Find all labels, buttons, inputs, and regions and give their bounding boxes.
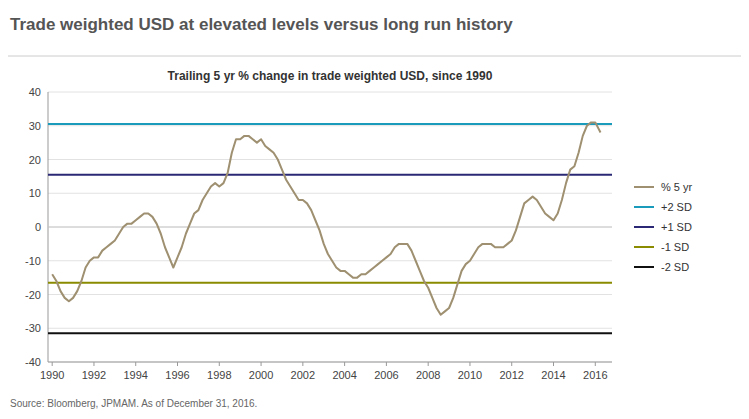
- x-tick-label: 1992: [82, 369, 106, 381]
- x-tick-label: 1994: [123, 369, 147, 381]
- background: [0, 0, 749, 419]
- grid-line: [48, 294, 612, 295]
- x-tick: [52, 362, 53, 366]
- y-ticks: -40 -30 -20 -10 0 10 20 30 40: [25, 86, 41, 368]
- legend-label: % 5 yr: [661, 181, 693, 193]
- series-line: [52, 122, 600, 314]
- legend-swatch: [634, 266, 654, 268]
- x-tick: [135, 362, 136, 366]
- x-tick-label: 1996: [165, 369, 189, 381]
- source: Source: Bloomberg, JPMAM. As of December…: [10, 398, 257, 409]
- y-tick-label: -30: [25, 322, 41, 334]
- x-tick-label: 2016: [583, 369, 607, 381]
- y-tick-label: -20: [25, 289, 41, 301]
- reference-line: [48, 123, 612, 125]
- plot-area: [48, 122, 612, 333]
- x-tick: [344, 362, 345, 366]
- grid-line: [48, 227, 612, 228]
- x-tick: [386, 362, 387, 366]
- legend-label: +2 SD: [661, 201, 692, 213]
- x-tick: [553, 362, 554, 366]
- x-tick-label: 2006: [374, 369, 398, 381]
- reference-line: [48, 174, 612, 176]
- x-tick: [219, 362, 220, 366]
- x-tick-label: 2002: [291, 369, 315, 381]
- reference-line: [48, 332, 612, 334]
- grid-line: [48, 159, 612, 160]
- legend-label: -2 SD: [661, 261, 689, 273]
- grid-line: [48, 260, 612, 261]
- chart: Trade weighted USD at elevated levels ve…: [0, 0, 749, 419]
- x-tick: [302, 362, 303, 366]
- x-tick: [595, 362, 596, 366]
- x-tick: [469, 362, 470, 366]
- x-tick-label: 1990: [40, 369, 64, 381]
- y-tick-label: -40: [25, 356, 41, 368]
- legend-swatch: [634, 206, 654, 208]
- y-tick-label: 40: [29, 86, 41, 98]
- x-tick: [428, 362, 429, 366]
- y-tick-label: 0: [35, 221, 41, 233]
- legend-label: -1 SD: [661, 241, 689, 253]
- title: Trade weighted USD at elevated levels ve…: [10, 15, 513, 34]
- separator: [8, 56, 741, 57]
- x-tick-label: 2010: [458, 369, 482, 381]
- grid-line: [48, 92, 612, 93]
- grid-line: [48, 362, 612, 363]
- x-tick: [511, 362, 512, 366]
- legend-swatch: [634, 226, 654, 228]
- y-tick-label: 10: [29, 187, 41, 199]
- y-tick-label: 30: [29, 120, 41, 132]
- x-ticks: 1990 1992 1994 1996 1998 2000 2002 2004 2006 2008…: [40, 362, 608, 381]
- x-tick-label: 2008: [416, 369, 440, 381]
- x-tick-label: 2004: [332, 369, 356, 381]
- y-tick-label: -10: [25, 255, 41, 267]
- x-tick: [261, 362, 262, 366]
- x-tick-label: 1998: [207, 369, 231, 381]
- legend: % 5 yr +2 SD +1 SD -1 SD -2 SD: [634, 181, 693, 273]
- x-axis-line: [48, 362, 612, 363]
- x-tick-label: 2014: [541, 369, 565, 381]
- grid-line: [48, 125, 612, 126]
- subtitle: Trailing 5 yr % change in trade weighted…: [168, 69, 493, 83]
- y-grid: [48, 92, 612, 362]
- grid-line: [48, 328, 612, 329]
- legend-label: +1 SD: [661, 221, 692, 233]
- reference-line: [48, 282, 612, 284]
- reference-line: [48, 227, 612, 228]
- x-tick-label: 2000: [249, 369, 273, 381]
- legend-swatch: [634, 186, 654, 188]
- legend-swatch: [634, 246, 654, 248]
- x-tick: [93, 362, 94, 366]
- x-tick: [177, 362, 178, 366]
- grid-line: [48, 193, 612, 194]
- x-tick-label: 2012: [499, 369, 523, 381]
- y-tick-label: 20: [29, 154, 41, 166]
